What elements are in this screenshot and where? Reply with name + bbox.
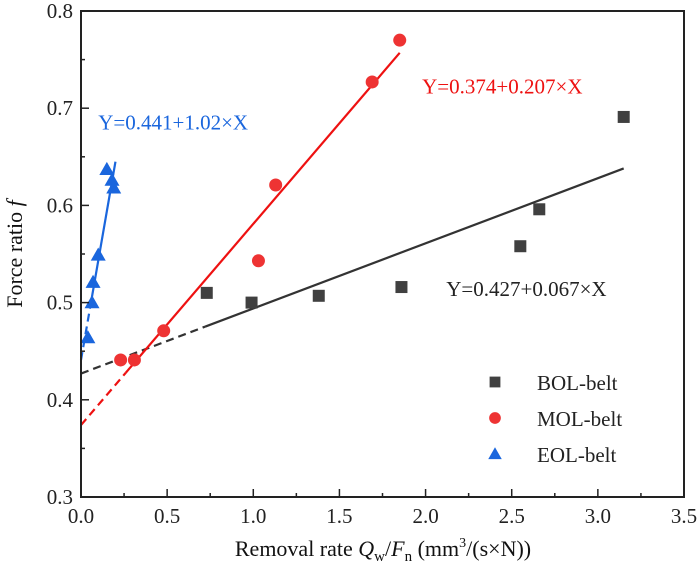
x-axis-title: Removal rate Qw/Fn (mm3/(s×N))	[235, 536, 531, 565]
x-tick-label: 3.0	[585, 504, 611, 528]
eol-beltpoint	[106, 180, 122, 194]
equation-label: Y=0.441+1.02×X	[98, 111, 248, 135]
legend-mol-beltlabel: MOL-belt	[537, 407, 622, 431]
y-axis-title: Force ratio f	[2, 197, 27, 307]
mol-beltpoint	[114, 353, 128, 367]
x-tick-label: 0.5	[154, 504, 180, 528]
equation-label: Y=0.427+0.067×X	[446, 277, 606, 301]
mol-beltpoint	[157, 324, 171, 338]
legend: BOL-belt MOL-belt EOL-belt	[488, 371, 622, 467]
legend-eol-beltmarker	[488, 447, 502, 460]
y-tick-label: 0.7	[47, 96, 73, 120]
mol-beltpoint	[365, 75, 379, 89]
y-tick-label: 0.6	[47, 193, 73, 217]
equation-annotations: Y=0.441+1.02×X Y=0.374+0.207×X Y=0.427+0.0…	[98, 75, 606, 301]
bol-beltpoint	[312, 289, 325, 302]
mol-beltpoint	[393, 33, 407, 47]
eol-beltfit-line-extrapolated	[79, 300, 93, 361]
equation-label: Y=0.374+0.207×X	[422, 75, 582, 99]
legend-mol-beltmarker	[489, 412, 501, 424]
bol-beltfit-line-extrapolated	[80, 325, 206, 375]
fit-lines	[79, 52, 625, 426]
y-tick-label: 0.8	[47, 0, 73, 23]
bol-beltfit-line	[204, 167, 625, 328]
x-tick-label: 0.0	[68, 504, 94, 528]
bol-beltpoint	[245, 296, 258, 309]
bol-beltpoint	[200, 286, 213, 299]
y-tick-label: 0.4	[47, 388, 74, 412]
mol-beltpoint	[269, 178, 283, 192]
legend-eol-beltlabel: EOL-belt	[537, 443, 616, 467]
eol-beltpoint	[85, 274, 101, 288]
y-tick-label: 0.3	[47, 485, 73, 509]
eol-beltpoint	[80, 330, 96, 344]
y-tick-label: 0.5	[47, 291, 73, 315]
legend-bol-beltlabel: BOL-belt	[537, 371, 618, 395]
x-tick-label: 2.0	[412, 504, 438, 528]
data-points	[80, 33, 630, 367]
eol-beltpoint	[90, 247, 106, 261]
eol-beltpoint	[84, 295, 100, 309]
x-tick-label: 1.0	[240, 504, 266, 528]
bol-beltpoint	[395, 281, 408, 294]
mol-beltpoint	[251, 254, 265, 268]
bol-beltpoint	[533, 203, 546, 216]
x-tick-label: 2.5	[499, 504, 525, 528]
mol-beltpoint	[127, 353, 141, 367]
legend-bol-beltmarker	[489, 376, 501, 388]
axis-ticks: 0.0 0.5 1.0 1.5 2.0 2.5 3.0 3.5 0.3 0.4 0.5 0.6 0.7 0…	[47, 0, 697, 528]
mol-beltfit-line	[124, 52, 401, 374]
eol-beltpoint	[99, 161, 115, 176]
eol-beltpoint	[104, 172, 120, 186]
x-tick-label: 3.5	[671, 504, 697, 528]
bol-beltpoint	[617, 110, 630, 123]
bol-beltpoint	[514, 240, 527, 253]
mol-beltfit-line-extrapolated	[80, 372, 127, 426]
x-tick-label: 1.5	[326, 504, 352, 528]
